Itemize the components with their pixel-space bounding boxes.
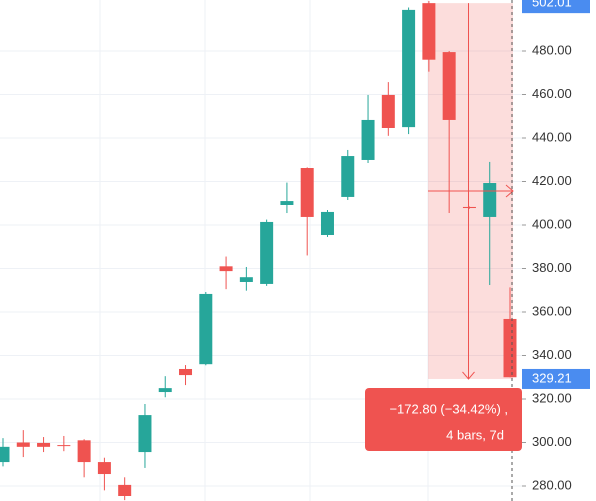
price-label-box xyxy=(522,0,590,14)
y-tick-label: 280.00 xyxy=(532,477,572,492)
price-label: 502.01 xyxy=(532,0,572,10)
y-tick-label: 440.00 xyxy=(532,129,572,144)
candle-body xyxy=(361,119,375,160)
candle-body xyxy=(422,3,436,60)
measure-label: −172.80 (−34.42%) , 4 bars, 7d xyxy=(365,388,522,451)
candle-body xyxy=(341,156,355,197)
candle-body xyxy=(483,183,497,217)
y-tick-label: 340.00 xyxy=(532,347,572,362)
candle-body xyxy=(97,462,111,475)
candle-body xyxy=(138,415,152,453)
price-axis-labels: 280.00 300.00 320.00 340.00 360.00 380.00 400.… xyxy=(522,0,590,492)
candle-body xyxy=(239,277,253,282)
candle-body xyxy=(0,446,10,463)
candle-body xyxy=(219,266,233,272)
candle-body xyxy=(199,293,213,365)
candle-body xyxy=(442,52,456,120)
h-arrowhead xyxy=(505,184,514,198)
candle-body xyxy=(402,9,416,128)
candle-body xyxy=(300,168,314,217)
y-tick-label: 420.00 xyxy=(532,173,572,188)
candle-body xyxy=(320,211,334,236)
measure-bars: 4 bars, 7d xyxy=(446,427,504,442)
v-arrowhead xyxy=(462,371,475,380)
y-tick-label: 480.00 xyxy=(532,42,572,57)
y-tick-label: 400.00 xyxy=(532,216,572,231)
y-tick-label: 320.00 xyxy=(532,390,572,405)
candle-body xyxy=(16,442,30,447)
candle-body xyxy=(118,484,132,496)
y-tick-label: 460.00 xyxy=(532,86,572,101)
candle-body xyxy=(503,318,517,378)
price-axis xyxy=(522,0,596,501)
y-tick-label: 300.00 xyxy=(532,434,572,449)
candle-body xyxy=(381,94,395,128)
measure-arrows xyxy=(428,3,514,380)
price-label-box xyxy=(522,368,590,389)
candles xyxy=(0,0,517,501)
candle-body xyxy=(179,368,193,376)
price-label: 329.21 xyxy=(532,370,572,385)
candle-body xyxy=(37,442,51,447)
candle-body xyxy=(280,201,294,205)
candle-body xyxy=(260,221,274,284)
measure-box xyxy=(365,388,522,451)
candle-body xyxy=(158,388,172,393)
y-tick-label: 380.00 xyxy=(532,260,572,275)
measure-change: −172.80 (−34.42%) , xyxy=(389,401,508,416)
candle-body xyxy=(462,206,476,209)
candle-body xyxy=(57,445,71,447)
y-tick-label: 360.00 xyxy=(532,303,572,318)
candle-body xyxy=(77,440,91,463)
